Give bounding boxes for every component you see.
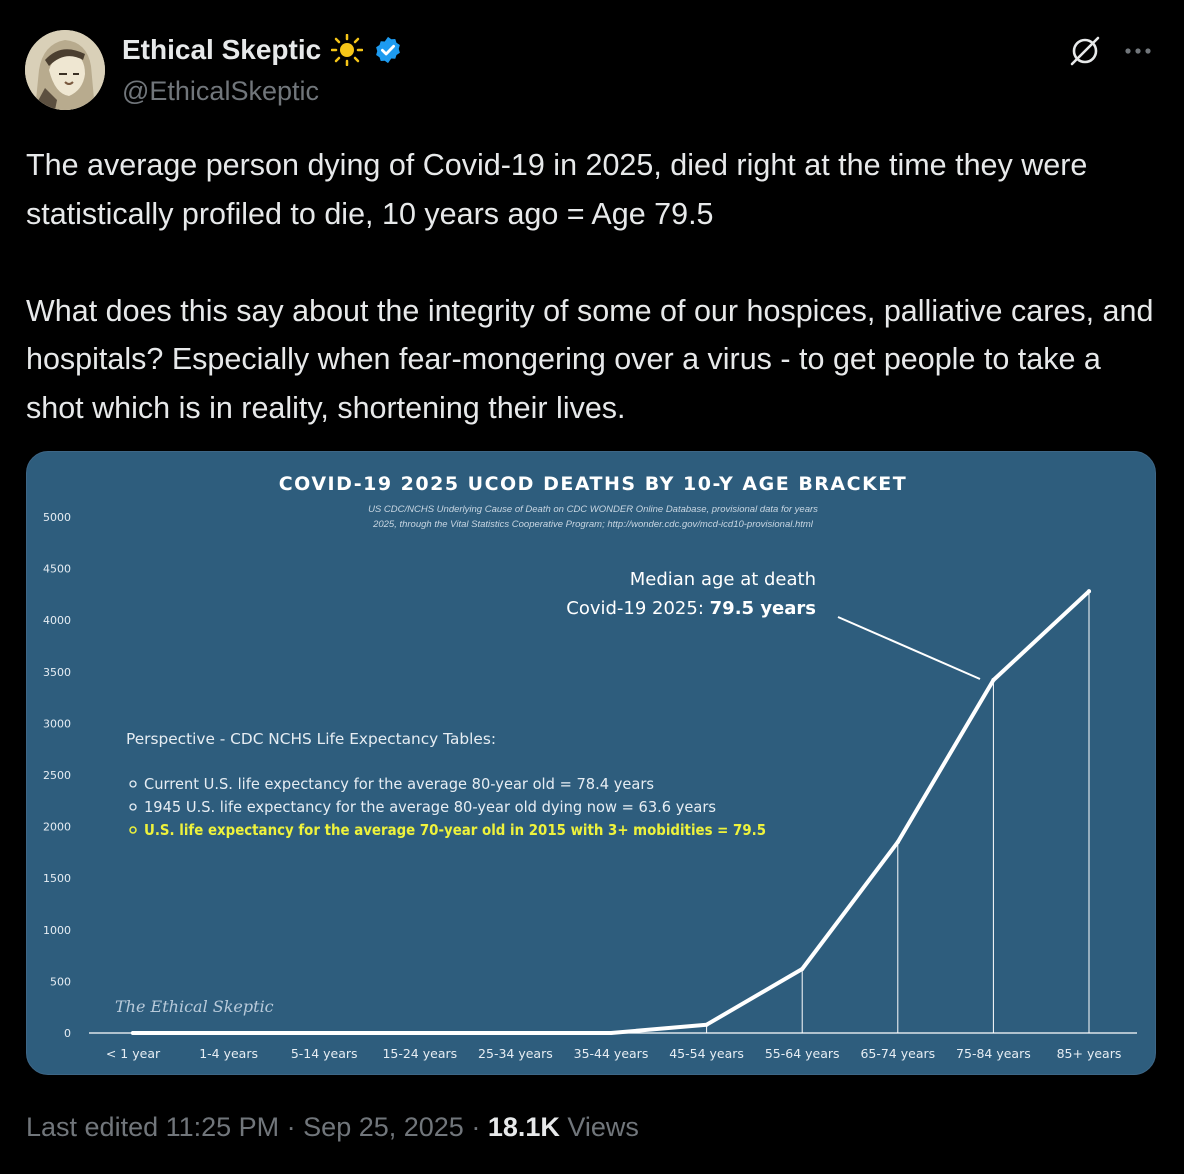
- x-tick-label: 15-24 years: [382, 1046, 457, 1061]
- y-tick-label: 4000: [43, 614, 71, 627]
- watermark: The Ethical Skeptic: [115, 997, 274, 1016]
- x-tick-label: 5-14 years: [291, 1046, 358, 1061]
- y-axis: 0 500 1000 1500 2000 2500 3000 3500 4000 4500 5000: [43, 511, 71, 1040]
- display-name-text: Ethical Skeptic: [122, 34, 322, 65]
- separator: ·: [463, 1112, 488, 1142]
- chart-subtitle: US CDC/NCHS Underlying Cause of Death on…: [368, 504, 818, 515]
- tweet-footer: Last edited 11:25 PM · Sep 25, 2025 · 18…: [26, 1112, 639, 1143]
- chart-title: COVID-19 2025 UCOD DEATHS BY 10-Y AGE BR…: [279, 473, 908, 495]
- chart-image[interactable]: COVID-19 2025 UCOD DEATHS BY 10-Y AGE BR…: [26, 451, 1156, 1075]
- x-tick-label: 75-84 years: [956, 1046, 1031, 1061]
- more-icon[interactable]: [1118, 36, 1158, 66]
- x-axis: < 1 year 1-4 years 5-14 years 15-24 years 25…: [106, 1046, 1122, 1061]
- x-tick-label: 25-34 years: [478, 1046, 553, 1061]
- bullet-icon: [129, 780, 137, 788]
- x-tick-label: 45-54 years: [669, 1046, 744, 1061]
- x-tick-label: 65-74 years: [860, 1046, 935, 1061]
- y-tick-label: 1000: [43, 924, 71, 937]
- y-tick-label: 5000: [43, 511, 71, 524]
- verified-badge-icon[interactable]: [373, 35, 403, 65]
- y-tick-label: 0: [64, 1027, 71, 1040]
- annotation-pointer: [837, 616, 981, 680]
- tweet-paragraph: The average person dying of Covid-19 in …: [26, 148, 1088, 231]
- perspective-item: Current U.S. life expectancy for the ave…: [144, 775, 654, 793]
- post-date[interactable]: Sep 25, 2025: [303, 1112, 464, 1142]
- bullet-icon: [129, 826, 137, 834]
- tweet-paragraph: What does this say about the integrity o…: [26, 293, 1154, 425]
- annotation-prefix: Covid-19 2025:: [566, 598, 709, 619]
- bullet-icon: [129, 803, 137, 811]
- separator: ·: [279, 1112, 304, 1142]
- series-line: [131, 589, 1091, 1035]
- author-display-name[interactable]: Ethical Skeptic: [122, 34, 403, 66]
- perspective-item: 1945 U.S. life expectancy for the averag…: [144, 798, 716, 816]
- perspective-heading: Perspective - CDC NCHS Life Expectancy T…: [126, 730, 496, 748]
- perspective-item-highlight: U.S. life expectancy for the average 70-…: [144, 821, 766, 839]
- avatar-image: [25, 30, 105, 110]
- annotation-line1: Median age at death: [630, 569, 816, 590]
- y-tick-label: 2500: [43, 769, 71, 782]
- x-tick-label: 35-44 years: [574, 1046, 649, 1061]
- x-tick-label: 1-4 years: [199, 1046, 258, 1061]
- y-tick-label: 500: [50, 975, 71, 988]
- grok-icon[interactable]: [1068, 34, 1102, 68]
- y-tick-label: 3500: [43, 666, 71, 679]
- views-count: 18.1K: [487, 1112, 560, 1142]
- chart-subtitle: 2025, through the Vital Statistics Coope…: [372, 519, 814, 530]
- author-avatar[interactable]: [25, 30, 105, 110]
- x-tick-label: 85+ years: [1057, 1046, 1122, 1061]
- annotation-line2: Covid-19 2025: 79.5 years: [566, 598, 816, 619]
- x-tick-label: 55-64 years: [765, 1046, 840, 1061]
- y-tick-label: 1500: [43, 872, 71, 885]
- x-tick-label: < 1 year: [106, 1046, 161, 1061]
- y-tick-label: 3000: [43, 717, 71, 730]
- tweet-text: The average person dying of Covid-19 in …: [26, 141, 1166, 432]
- annotation-value: 79.5 years: [710, 598, 816, 619]
- author-handle[interactable]: @EthicalSkeptic: [122, 76, 319, 106]
- views-label: Views: [559, 1112, 639, 1142]
- edited-timestamp[interactable]: Last edited 11:25 PM: [26, 1112, 280, 1142]
- y-tick-label: 2000: [43, 821, 71, 834]
- sun-icon: [331, 34, 364, 66]
- line-chart: COVID-19 2025 UCOD DEATHS BY 10-Y AGE BR…: [43, 473, 1137, 1061]
- y-tick-label: 4500: [43, 563, 71, 576]
